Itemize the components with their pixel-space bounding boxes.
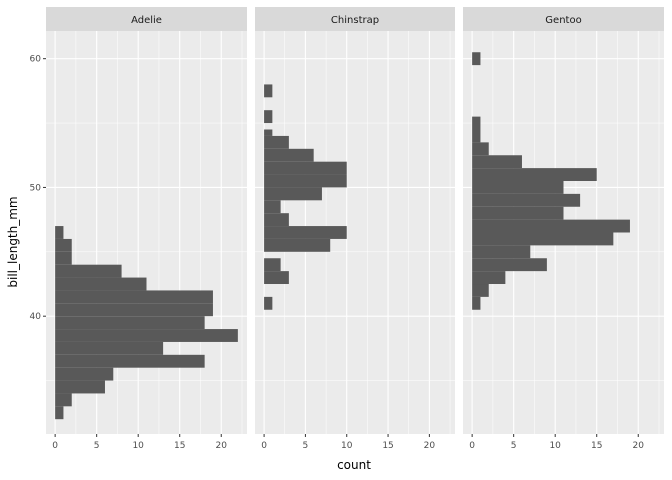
histogram-bar — [472, 193, 581, 207]
x-axis: 0 5 10 15 20 — [261, 434, 435, 451]
facet-strip-label: Gentoo — [545, 15, 581, 26]
facet-strip-label: Adelie — [131, 15, 162, 26]
x-tick-label: 20 — [633, 441, 645, 451]
y-tick-label: 60 — [30, 55, 42, 65]
x-tick-label: 0 — [469, 441, 475, 451]
histogram-bar — [55, 406, 64, 420]
histogram-bar — [264, 200, 281, 214]
histogram-bar — [55, 380, 105, 394]
histogram-bar — [472, 180, 564, 194]
facets-layer: Adelie 0 5 10 15 20 Chinstrap 0 5 10 15 20 Gentoo 0 5 1… — [46, 7, 664, 451]
histogram-bar — [55, 354, 205, 368]
x-axis-title: count — [337, 458, 371, 472]
histogram-bar — [264, 161, 347, 175]
histogram-bar — [264, 296, 273, 310]
y-tick-label: 40 — [30, 312, 42, 322]
y-axis: 40 50 60 — [30, 55, 46, 322]
histogram-bars — [264, 84, 347, 310]
histogram-bar — [55, 238, 72, 252]
facet-strip — [255, 7, 455, 31]
facet-strip — [46, 7, 247, 31]
x-tick-label: 20 — [216, 441, 228, 451]
histogram-bar — [264, 174, 347, 188]
histogram-bar — [264, 187, 322, 201]
facet-strip-label: Chinstrap — [331, 15, 379, 26]
x-tick-label: 15 — [174, 441, 185, 451]
histogram-bar — [264, 148, 314, 162]
histogram-bar — [472, 258, 547, 272]
histogram-bar — [55, 341, 164, 355]
histogram-bar — [264, 110, 273, 124]
histogram-bar — [55, 277, 147, 291]
histogram-bar — [472, 296, 481, 310]
histogram-bar — [264, 135, 289, 149]
histogram-bar — [472, 168, 597, 181]
x-tick-label: 20 — [424, 441, 436, 451]
histogram-bar — [264, 258, 281, 272]
facet-gentoo: Gentoo 0 5 10 15 20 — [463, 7, 664, 451]
histogram-bar — [472, 245, 531, 259]
histogram-bar — [264, 271, 289, 285]
histogram-bar — [55, 251, 72, 265]
histogram-bar — [472, 271, 506, 285]
x-tick-label: 10 — [549, 441, 561, 451]
histogram-bar — [472, 232, 614, 246]
histogram-bar — [472, 52, 481, 66]
x-axis: 0 5 10 15 20 — [52, 434, 227, 451]
x-tick-label: 5 — [303, 441, 309, 451]
histogram-bar — [264, 213, 289, 227]
histogram-bar — [472, 206, 564, 220]
histogram-bar — [264, 226, 347, 239]
facet-chinstrap: Chinstrap 0 5 10 15 20 — [255, 7, 455, 451]
x-tick-label: 5 — [511, 441, 517, 451]
x-tick-label: 0 — [261, 441, 267, 451]
y-axis-title: bill_length_mm — [6, 196, 20, 287]
histogram-bar — [472, 155, 522, 169]
histogram-bar — [472, 219, 630, 233]
histogram-bar — [55, 393, 72, 407]
histogram-bar — [55, 303, 213, 317]
histogram-bar — [264, 129, 273, 136]
x-tick-label: 10 — [341, 441, 353, 451]
histogram-bar — [55, 226, 64, 239]
x-tick-label: 10 — [132, 441, 144, 451]
facet-strip — [463, 7, 664, 31]
histogram-bar — [55, 264, 122, 278]
histogram-bar — [55, 367, 114, 381]
x-tick-label: 0 — [52, 441, 58, 451]
x-tick-label: 15 — [591, 441, 602, 451]
histogram-bar — [264, 238, 331, 252]
histogram-bar — [472, 142, 489, 156]
x-tick-label: 5 — [94, 441, 100, 451]
histogram-bar — [472, 284, 489, 297]
x-tick-label: 15 — [382, 441, 393, 451]
histogram-bars — [472, 52, 630, 310]
histogram-bars — [55, 226, 238, 420]
histogram-bar — [55, 290, 213, 304]
histogram-bar — [264, 84, 273, 98]
facet-adelie: Adelie 0 5 10 15 20 — [46, 7, 247, 451]
y-tick-label: 50 — [30, 183, 42, 193]
x-axis: 0 5 10 15 20 — [469, 434, 644, 451]
histogram-bar — [472, 116, 481, 130]
histogram-bar — [472, 129, 481, 143]
histogram-bar — [55, 316, 205, 330]
histogram-bar — [55, 329, 238, 342]
